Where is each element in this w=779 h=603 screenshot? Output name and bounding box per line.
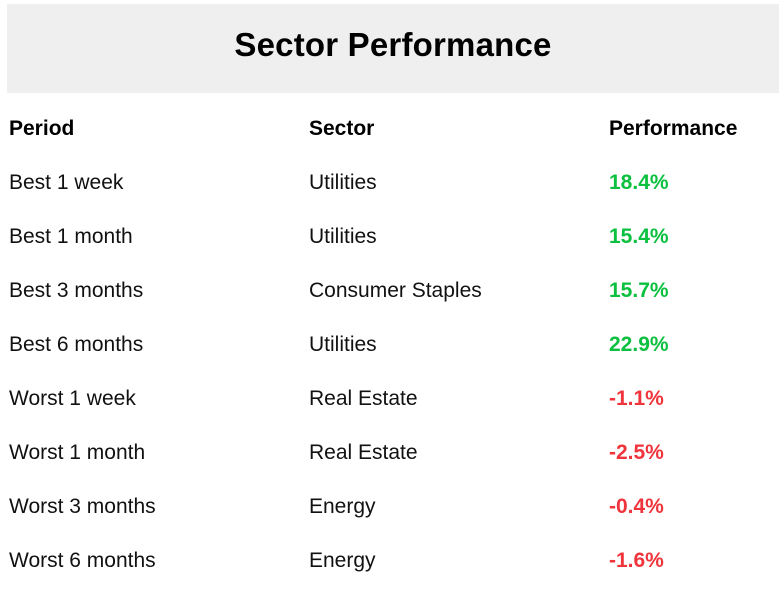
table-row: Worst 1 month Real Estate -2.5% bbox=[0, 426, 779, 480]
period-cell: Worst 6 months bbox=[9, 549, 156, 572]
period-cell: Worst 3 months bbox=[9, 495, 156, 518]
sector-performance-table: Period Sector Performance Best 1 week Ut… bbox=[0, 102, 779, 588]
period-cell: Worst 1 week bbox=[9, 387, 136, 410]
performance-cell: 15.4% bbox=[609, 225, 669, 248]
performance-cell: 18.4% bbox=[609, 171, 669, 194]
column-header-period: Period bbox=[9, 117, 75, 140]
performance-cell: 22.9% bbox=[609, 333, 669, 356]
sector-cell: Energy bbox=[309, 549, 376, 572]
performance-cell: -2.5% bbox=[609, 441, 664, 464]
page-title: Sector Performance bbox=[234, 26, 552, 63]
table-header-row: Period Sector Performance bbox=[0, 102, 779, 156]
sector-cell: Energy bbox=[309, 495, 376, 518]
table-row: Worst 1 week Real Estate -1.1% bbox=[0, 372, 779, 426]
period-cell: Best 1 month bbox=[9, 225, 133, 248]
title-bar: Sector Performance bbox=[7, 4, 779, 93]
table-row: Best 1 week Utilities 18.4% bbox=[0, 156, 779, 210]
column-header-performance: Performance bbox=[609, 117, 738, 140]
table-row: Best 3 months Consumer Staples 15.7% bbox=[0, 264, 779, 318]
table-row: Worst 6 months Energy -1.6% bbox=[0, 534, 779, 588]
table-row: Worst 3 months Energy -0.4% bbox=[0, 480, 779, 534]
sector-cell: Utilities bbox=[309, 171, 377, 194]
table-row: Best 1 month Utilities 15.4% bbox=[0, 210, 779, 264]
period-cell: Best 1 week bbox=[9, 171, 124, 194]
performance-cell: -0.4% bbox=[609, 495, 664, 518]
performance-cell: -1.1% bbox=[609, 387, 664, 410]
table-row: Best 6 months Utilities 22.9% bbox=[0, 318, 779, 372]
sector-cell: Real Estate bbox=[309, 441, 418, 464]
column-header-sector: Sector bbox=[309, 117, 375, 140]
period-cell: Worst 1 month bbox=[9, 441, 146, 464]
sector-cell: Utilities bbox=[309, 333, 377, 356]
performance-cell: 15.7% bbox=[609, 279, 669, 302]
period-cell: Best 3 months bbox=[9, 279, 144, 302]
sector-cell: Utilities bbox=[309, 225, 377, 248]
period-cell: Best 6 months bbox=[9, 333, 144, 356]
sector-cell: Real Estate bbox=[309, 387, 418, 410]
sector-cell: Consumer Staples bbox=[309, 279, 482, 302]
performance-cell: -1.6% bbox=[609, 549, 664, 572]
